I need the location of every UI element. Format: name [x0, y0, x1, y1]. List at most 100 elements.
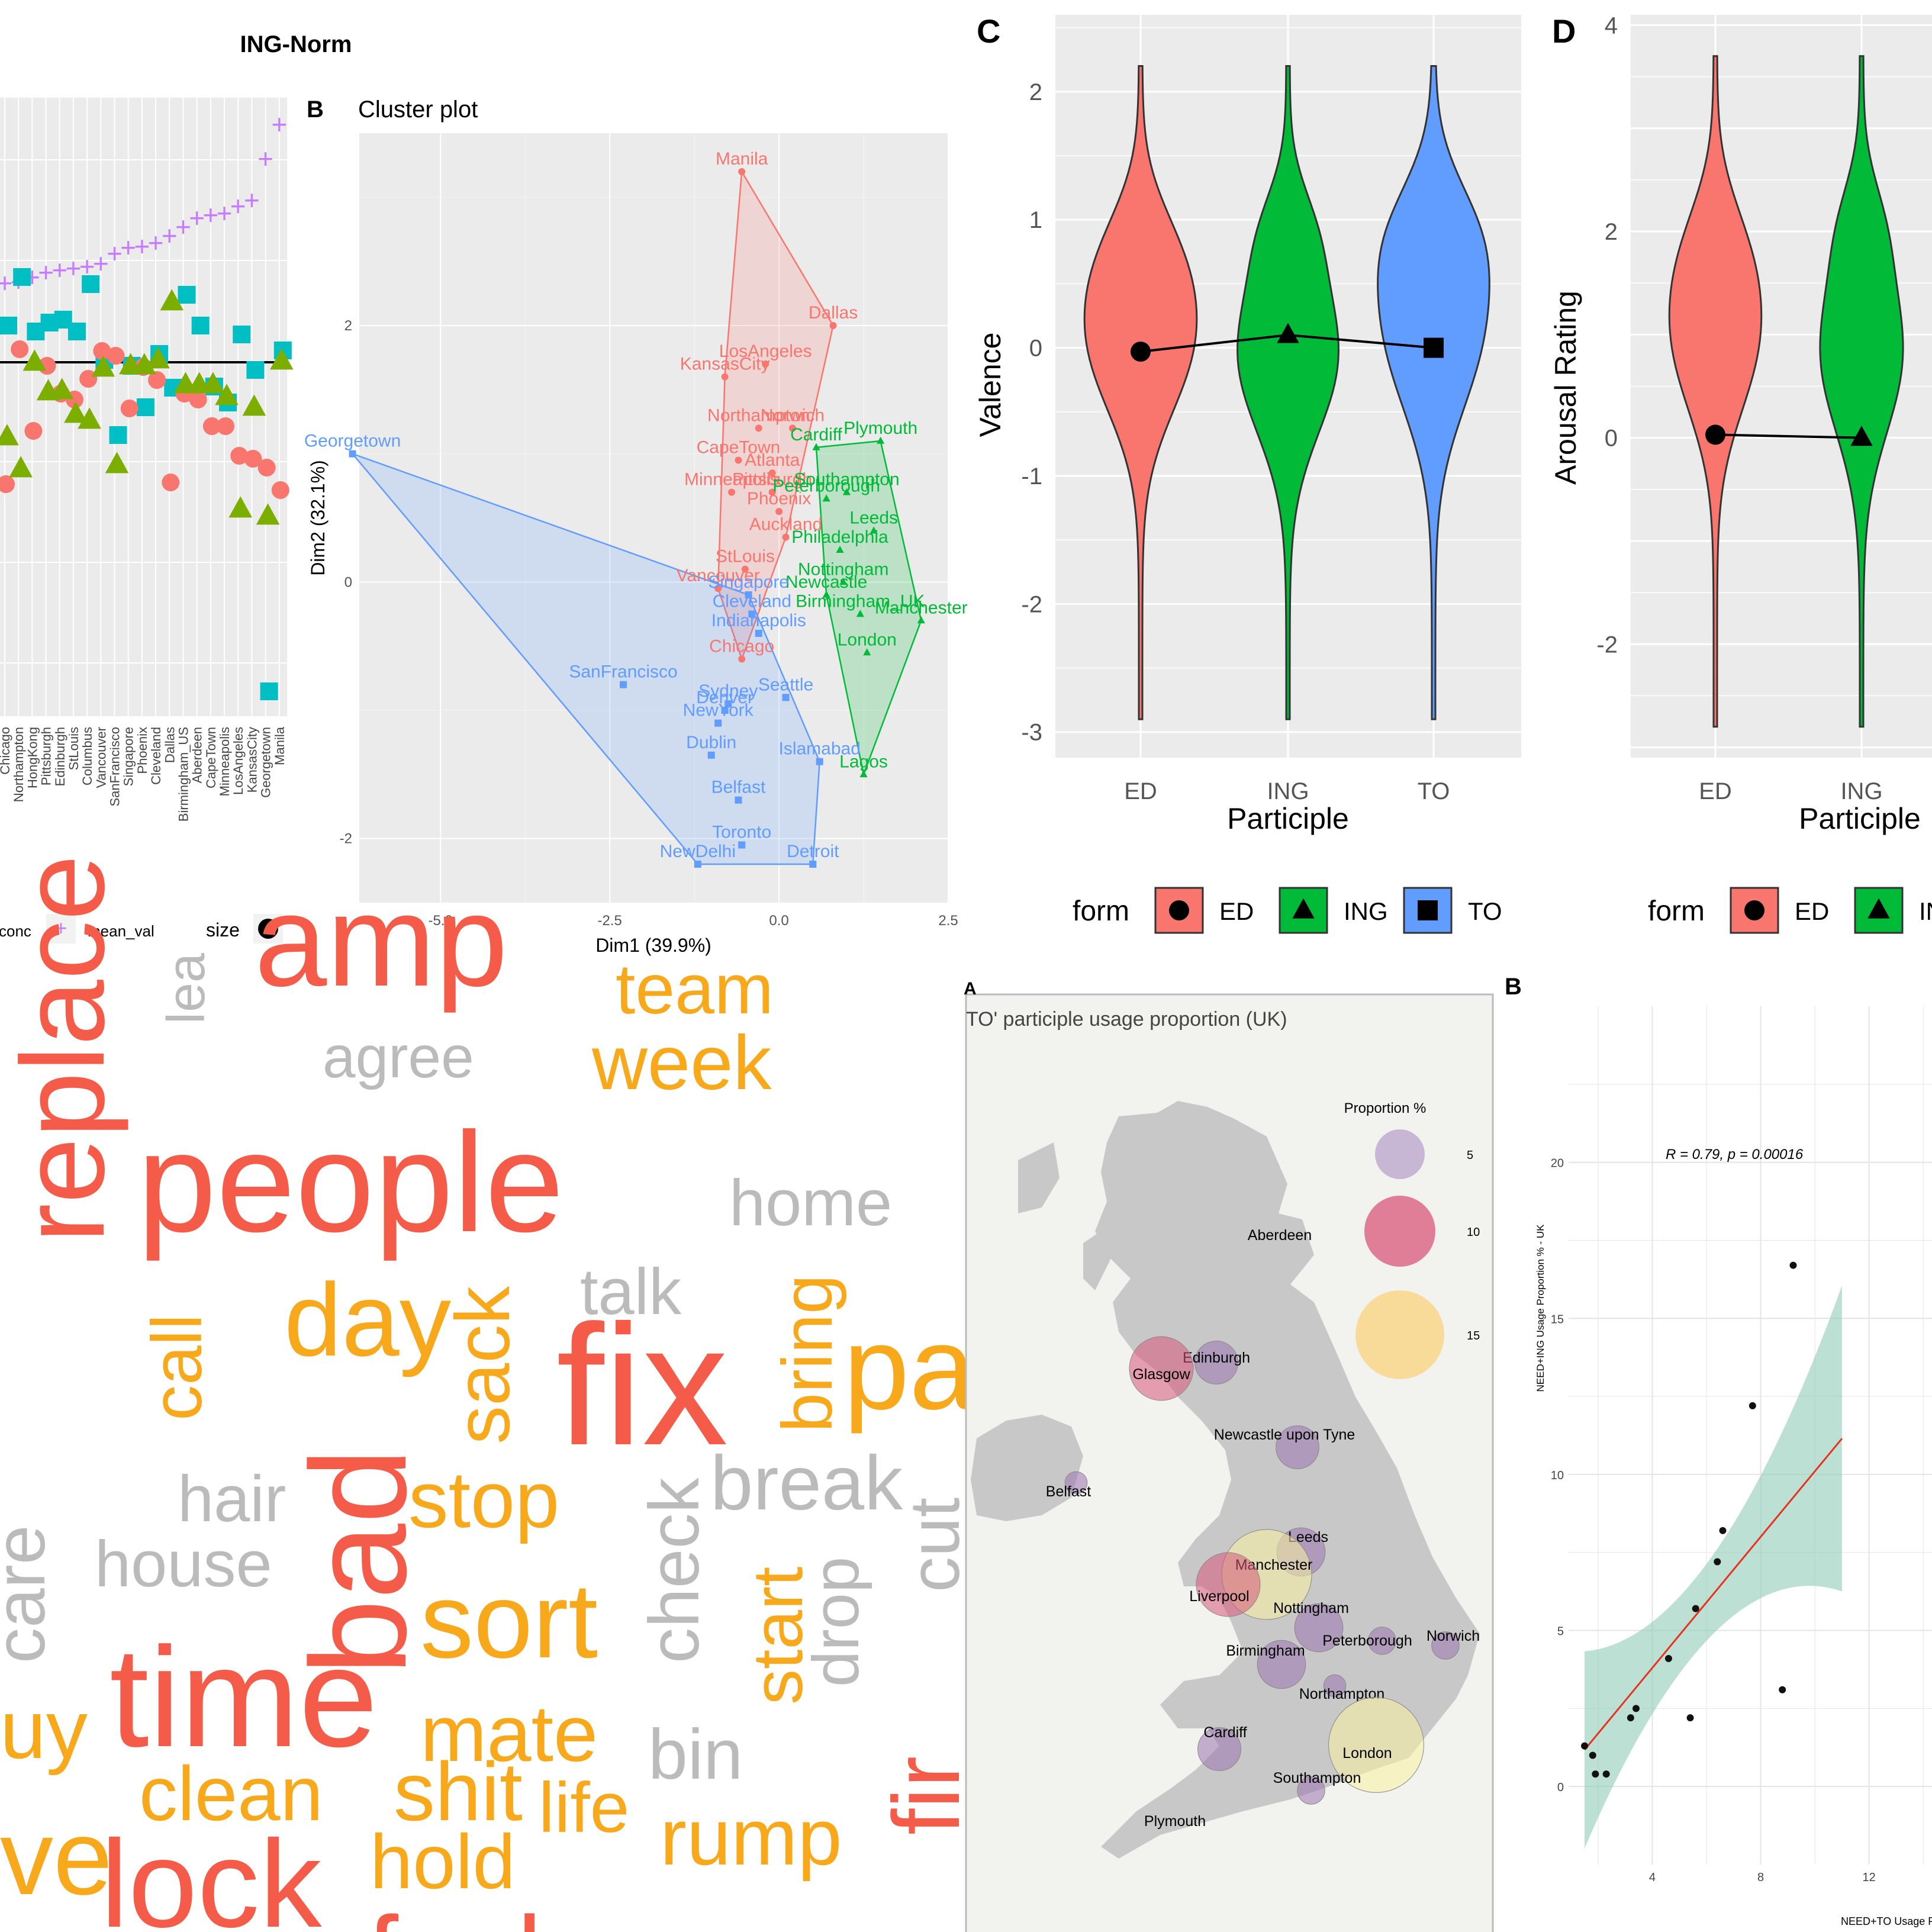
- violin-ing: [1819, 55, 1904, 728]
- panel-f-uk-map: A TO' participle usage proportion (UK) A…: [964, 979, 1494, 1932]
- y-tick-label: 2: [344, 318, 352, 334]
- data-point: [1627, 1714, 1634, 1722]
- conc-square-mark: [246, 361, 265, 379]
- panel-a-category-label: Columbus: [80, 727, 95, 785]
- cluster-point-label: Phoenix: [747, 489, 811, 508]
- city-bubble: [1297, 1776, 1325, 1805]
- cluster-point-label: Atlanta: [745, 450, 800, 470]
- cluster-point: [755, 630, 762, 637]
- cluster-point-label: Cardiff: [790, 425, 842, 445]
- x-tick-label: ING: [1840, 778, 1882, 804]
- panel-e-wordcloud: amp team lea agree week replace people home call…: [0, 855, 979, 1932]
- cluster-point-label: Detroit: [787, 842, 839, 861]
- ing-triangle-mark: [22, 349, 47, 371]
- panel-c-xlabel: Participle: [1227, 802, 1349, 835]
- mean-val-mark: +: [202, 199, 218, 230]
- ed-circle-mark: [202, 417, 221, 435]
- cluster-point: [707, 751, 715, 759]
- y-tick-label: 0: [1605, 426, 1618, 452]
- legend-label-conc: conc: [0, 922, 31, 940]
- mean-val-mark: +: [217, 198, 233, 228]
- conc-square-mark: [136, 398, 154, 416]
- cluster-point: [768, 469, 776, 477]
- word-time: time: [110, 1618, 378, 1776]
- legend-key: [1730, 887, 1779, 934]
- cluster-point: [782, 694, 790, 701]
- ing-triangle-mark: [228, 496, 253, 518]
- word-replace: replace: [0, 855, 129, 1243]
- ed-circle-mark: [120, 400, 139, 417]
- cluster-point-label: Dublin: [686, 733, 736, 752]
- panel-c-ylabel: Valence: [974, 333, 1007, 437]
- panel-c-legend: form ED ING TO: [1073, 887, 1502, 934]
- ing-triangle-mark: [105, 452, 129, 474]
- y-tick-label: -2: [340, 831, 352, 847]
- word-bring: bring: [768, 1274, 847, 1432]
- cluster-point: [822, 494, 830, 502]
- panel-a-category-label: Vancouver: [94, 727, 108, 788]
- cluster-point-label: Georgetown: [304, 432, 401, 451]
- cluster-point: [741, 565, 749, 573]
- cluster-point-label: Seattle: [758, 675, 813, 694]
- ing-triangle-mark: [133, 353, 156, 375]
- word-people: people: [137, 1103, 564, 1261]
- cluster-point: [788, 424, 796, 432]
- city-label: Aberdeen: [1248, 1227, 1312, 1244]
- mean-val-mark: +: [230, 191, 246, 221]
- y-tick-label: 0: [344, 574, 352, 590]
- mean-val-mark: +: [107, 238, 123, 269]
- cluster-point-label: Auckland: [749, 515, 822, 534]
- mean-line: [1715, 433, 1862, 439]
- legend-marker-icon: [1292, 898, 1315, 919]
- cluster-point: [745, 591, 752, 598]
- conc-square-mark: [233, 326, 251, 343]
- x-tick-label: 2.5: [938, 913, 958, 929]
- conc-square-mark: [260, 682, 278, 700]
- city-bubble: [1328, 1697, 1424, 1793]
- word-fix: fix: [556, 1289, 728, 1481]
- cluster-point-label: Singapore: [708, 572, 789, 592]
- ing-triangle-mark: [256, 503, 280, 525]
- legend-dot-icon: [258, 919, 278, 939]
- cluster-point: [735, 456, 742, 464]
- ed-circle-mark: [93, 342, 111, 360]
- legend-label: TO: [1468, 897, 1502, 925]
- cluster-point: [748, 610, 756, 618]
- city-label: Southampton: [1273, 1770, 1361, 1786]
- panel-a-category-label: Pittsburgh: [39, 727, 54, 785]
- data-point: [1632, 1705, 1640, 1712]
- cluster-point-label: NewDelhi: [660, 842, 736, 861]
- mean-marker: [1277, 323, 1299, 343]
- panel-f-legend: Proportion % 5 10 15: [1344, 1100, 1480, 1379]
- ed-circle-mark: [257, 459, 276, 476]
- cluster-point-label: Leeds: [849, 508, 898, 528]
- city-bubble: [1294, 1603, 1344, 1653]
- cluster-point-label: Philadelphia: [791, 527, 888, 547]
- panel-b-ylabel: Dim2 (32.1%): [307, 460, 329, 576]
- word-care: care: [0, 1525, 60, 1663]
- word-drop: drop: [800, 1557, 872, 1687]
- mean-marker: [1131, 342, 1151, 362]
- legend-label: ING: [1919, 897, 1932, 925]
- word-hair: hair: [178, 1463, 286, 1535]
- ed-circle-mark: [230, 447, 249, 465]
- data-point: [1692, 1605, 1699, 1612]
- city-bubble: [1368, 1627, 1396, 1655]
- cluster-point: [877, 436, 885, 444]
- data-point: [1779, 1686, 1786, 1693]
- panel-d-legend: form ED ING: [1648, 887, 1932, 934]
- regression-line: [1583, 1438, 1843, 1751]
- word-lea: lea: [157, 952, 216, 1024]
- conc-square-mark: [13, 268, 31, 286]
- ing-triangle-mark: [146, 347, 170, 369]
- panel-c-valence-violin: C 2 1 0 -1 -2 -3 ED ING TO Participle Valence fo…: [974, 12, 1521, 934]
- conc-square-mark: [109, 426, 127, 444]
- cluster-point: [694, 861, 701, 868]
- y-tick-label: 0: [1029, 336, 1042, 362]
- cluster-point: [738, 841, 746, 849]
- cluster-point: [728, 488, 736, 496]
- cluster-point: [714, 719, 722, 727]
- cluster-point: [856, 610, 864, 617]
- ed-circle-mark: [244, 450, 262, 468]
- cluster-point-label: Indianapolis: [711, 611, 806, 630]
